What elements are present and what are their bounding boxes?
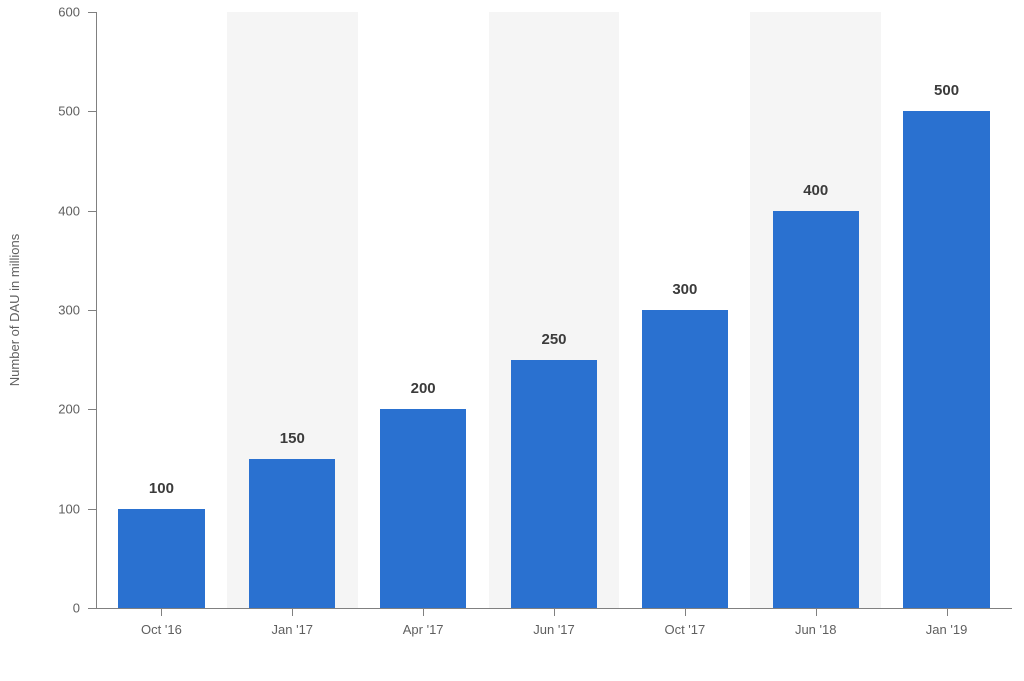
x-tick-label: Jan '19: [926, 622, 968, 637]
plot-area: 100 150 200 250 300 400 500: [96, 12, 1012, 608]
x-tick-label: Oct '16: [141, 622, 182, 637]
x-tick-mark: [292, 608, 293, 616]
bar-value-label: 250: [541, 331, 566, 348]
y-tick-label: 400: [0, 203, 80, 218]
x-tick-label: Jun '17: [533, 622, 575, 637]
bar-value-label: 150: [280, 430, 305, 447]
y-tick-label: 200: [0, 402, 80, 417]
y-tick-mark: [88, 310, 96, 311]
y-tick-mark: [88, 608, 96, 609]
x-tick-mark: [685, 608, 686, 616]
y-tick-mark: [88, 211, 96, 212]
x-tick-mark: [947, 608, 948, 616]
x-tick-mark: [161, 608, 162, 616]
y-tick-mark: [88, 409, 96, 410]
bar[interactable]: [511, 360, 597, 608]
bar-chart: 100150200250300400500 Number of DAU in m…: [0, 0, 1024, 681]
x-tick-label: Jan '17: [272, 622, 314, 637]
x-tick-mark: [423, 608, 424, 616]
bar[interactable]: [773, 211, 859, 608]
y-tick-mark: [88, 111, 96, 112]
bar[interactable]: [118, 509, 204, 608]
y-tick-label: 300: [0, 303, 80, 318]
bar[interactable]: [249, 459, 335, 608]
y-tick-label: 100: [0, 501, 80, 516]
y-tick-label: 500: [0, 104, 80, 119]
y-tick-label: 0: [0, 601, 80, 616]
x-tick-mark: [554, 608, 555, 616]
bar-value-label: 200: [411, 380, 436, 397]
x-tick-label: Oct '17: [664, 622, 705, 637]
bar-value-label: 400: [803, 182, 828, 199]
bar-value-label: 500: [934, 82, 959, 99]
y-tick-mark: [88, 509, 96, 510]
bar[interactable]: [642, 310, 728, 608]
y-tick-label: 600: [0, 5, 80, 20]
bar-value-label: 100: [149, 480, 174, 497]
x-tick-label: Apr '17: [403, 622, 444, 637]
y-tick-mark: [88, 12, 96, 13]
bar[interactable]: [903, 111, 989, 608]
x-tick-label: Jun '18: [795, 622, 837, 637]
y-axis-line: [96, 12, 97, 608]
bar[interactable]: [380, 409, 466, 608]
bar-value-label: 300: [672, 281, 697, 298]
x-tick-mark: [816, 608, 817, 616]
